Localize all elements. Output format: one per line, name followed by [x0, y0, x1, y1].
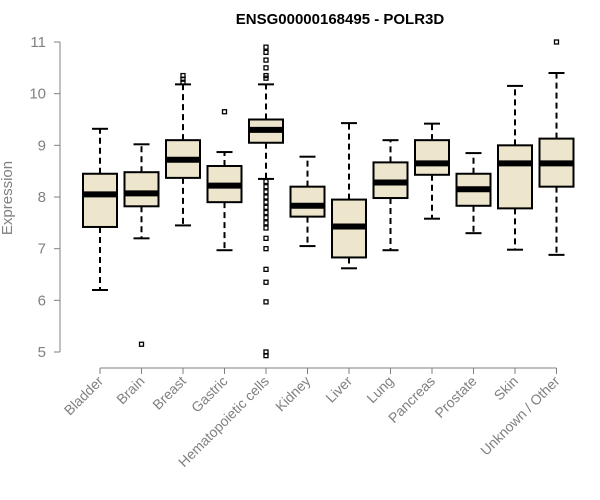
outlier-point	[263, 57, 269, 63]
box-group-pancreas	[414, 122, 450, 220]
outlier-point	[263, 220, 269, 226]
box-group-lung	[372, 139, 409, 252]
y-tick-label: 10	[29, 86, 46, 103]
outlier-point	[263, 235, 269, 241]
outlier-point	[263, 178, 269, 185]
outlier-point	[263, 352, 269, 359]
outlier-point	[263, 199, 269, 205]
y-tick-label: 8	[38, 189, 46, 206]
outlier-point	[263, 194, 269, 200]
outlier-point	[263, 65, 269, 71]
x-tick-label: Unknown / Other	[477, 373, 563, 459]
outlier-point	[263, 189, 269, 195]
box-group-bladder	[82, 127, 118, 291]
y-tick-label: 6	[38, 292, 46, 309]
outlier-point	[263, 44, 269, 50]
x-tick-label: Brain	[113, 373, 147, 407]
box-group-kidney	[289, 155, 326, 248]
outlier-point	[263, 184, 269, 190]
y-tick-label: 11	[30, 34, 46, 51]
outlier-point	[180, 79, 186, 85]
outlier-point	[263, 266, 269, 272]
boxes	[82, 39, 575, 359]
x-tick-label: Skin	[491, 373, 522, 404]
outlier-point	[263, 215, 269, 221]
box-group-prostate	[455, 152, 492, 235]
y-axis-label: Expression	[0, 161, 16, 235]
box-group-gastric	[206, 109, 243, 252]
outlier-point	[263, 246, 269, 252]
box-group-brain	[123, 143, 160, 347]
outlier-point	[263, 72, 269, 79]
y-tick-label: 9	[38, 137, 46, 154]
box-group-skin	[497, 84, 533, 251]
box	[497, 144, 533, 210]
box	[414, 139, 450, 176]
box-group-liver	[331, 122, 367, 270]
outlier-point	[263, 204, 269, 210]
box-group-unknown-other	[538, 39, 575, 256]
outlier-point	[263, 279, 269, 285]
outlier-point	[263, 209, 269, 216]
outlier-point	[221, 109, 228, 115]
outlier-point	[180, 72, 186, 79]
outlier-point	[263, 299, 269, 305]
outlier-point	[263, 225, 269, 231]
x-tick-label: Liver	[322, 373, 355, 406]
x-tick-label: Bladder	[61, 373, 107, 419]
outlier-point	[138, 341, 145, 347]
outlier-point	[263, 49, 269, 55]
x-tick-label: Lung	[363, 373, 396, 406]
outlier-point	[553, 39, 560, 45]
x-tick-label: Kidney	[272, 373, 314, 415]
box	[289, 185, 326, 218]
chart-title: ENSG00000168495 - POLR3D	[236, 11, 445, 28]
y-tick-label: 7	[38, 241, 46, 258]
box	[123, 171, 160, 208]
box	[82, 172, 118, 228]
box-group-breast	[165, 72, 201, 227]
box-group-hematopoietic-cells	[248, 44, 284, 359]
x-tick-label: Breast	[149, 373, 189, 413]
y-tick-label: 5	[38, 344, 46, 361]
x-tick-label: Prostate	[431, 373, 479, 421]
